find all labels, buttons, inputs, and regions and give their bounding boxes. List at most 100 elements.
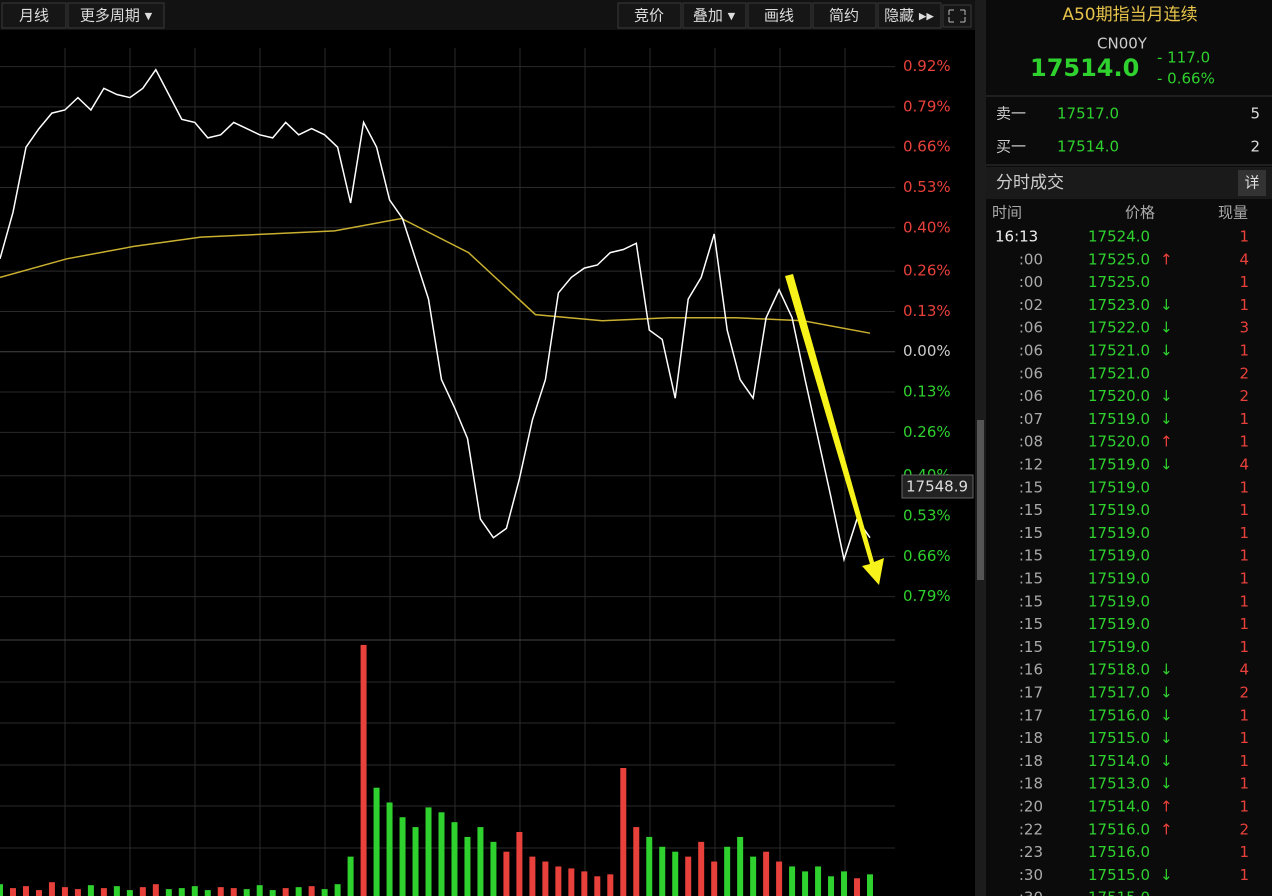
volume-bar — [386, 802, 393, 896]
trade-arrow: ↓ — [1160, 296, 1173, 314]
volume-bar — [347, 856, 354, 896]
volume-bar — [711, 861, 718, 896]
y-tick-label: 0.79% — [903, 97, 951, 115]
trade-arrow: ↓ — [1160, 319, 1173, 337]
toolbar-button[interactable] — [812, 2, 877, 29]
volume-bar — [594, 876, 601, 896]
volume-bar — [698, 841, 705, 896]
trade-volume: 4 — [1239, 456, 1249, 474]
volume-bar — [0, 884, 3, 896]
trade-price: 17515.0 — [1088, 866, 1150, 884]
toolbar-button[interactable] — [682, 2, 747, 29]
trade-time: :00 — [1019, 273, 1043, 291]
toolbar-button[interactable] — [747, 2, 812, 29]
volume-bar — [204, 890, 211, 896]
annotation-arrow — [785, 274, 884, 585]
trade-arrow: ↑ — [1160, 820, 1173, 838]
detail-label: 详 — [1244, 174, 1259, 192]
toolbar-button[interactable] — [67, 2, 165, 29]
volume-bar — [126, 890, 133, 896]
trade-price: 17522.0 — [1088, 319, 1150, 337]
cursor-value: 17548.9 — [906, 478, 968, 496]
volume-bar — [191, 886, 198, 896]
volume-bar — [659, 846, 666, 896]
trade-arrow: ↓ — [1160, 706, 1173, 724]
trade-arrow: ↓ — [1160, 729, 1173, 747]
volume-bar — [685, 856, 692, 896]
toolbar-button[interactable] — [877, 2, 942, 29]
price-change: - 117.0 — [1157, 49, 1210, 67]
trade-time: :15 — [1019, 570, 1043, 588]
volume-bar — [256, 885, 263, 896]
trade-arrow: ↓ — [1160, 775, 1173, 793]
y-tick-label: 0.92% — [903, 57, 951, 75]
col-volume: 现量 — [1218, 204, 1248, 222]
trade-volume: 4 — [1239, 250, 1249, 268]
trade-volume: 1 — [1239, 410, 1249, 428]
book-label: 卖一 — [996, 105, 1026, 123]
trade-time: :17 — [1019, 706, 1043, 724]
volume-bar — [412, 827, 419, 896]
toolbar-label: 画线 — [764, 7, 794, 25]
y-tick-label: 0.13% — [903, 383, 951, 401]
volume-bar — [802, 871, 809, 896]
trade-price: 17515.0 — [1088, 729, 1150, 747]
volume-bar — [620, 768, 627, 896]
y-tick-label: 0.40% — [903, 218, 951, 236]
volume-bar — [165, 889, 172, 896]
volume-bar — [48, 882, 55, 896]
volume-bar — [633, 827, 640, 896]
volume-bar — [529, 856, 536, 896]
price-line — [0, 68, 871, 563]
trade-price: 17519.0 — [1088, 570, 1150, 588]
trade-price: 17517.0 — [1088, 684, 1150, 702]
trade-price: 17519.0 — [1088, 501, 1150, 519]
volume-bar — [438, 812, 445, 896]
trade-arrow: ↓ — [1160, 342, 1173, 360]
trade-time: 16:13 — [995, 228, 1038, 246]
toolbar-button[interactable] — [617, 2, 682, 29]
volume-bar — [503, 851, 510, 896]
toolbar-label: 更多周期 ▾ — [80, 7, 153, 25]
y-tick-label: 0.66% — [903, 138, 951, 156]
trade-time: :15 — [1019, 478, 1043, 496]
fullscreen-button[interactable] — [942, 4, 972, 28]
trade-time: :15 — [1019, 524, 1043, 542]
volume-bar — [178, 888, 185, 896]
scroll-thumb[interactable] — [977, 420, 984, 580]
trade-volume: 1 — [1239, 706, 1249, 724]
trade-price: 17520.0 — [1088, 387, 1150, 405]
trade-volume: 1 — [1239, 342, 1249, 360]
trade-time: :22 — [1019, 820, 1043, 838]
volume-bar — [230, 888, 237, 896]
volume-bar — [282, 888, 289, 896]
trade-price: 17525.0 — [1088, 273, 1150, 291]
volume-bar — [35, 890, 42, 896]
volume-bar — [841, 871, 848, 896]
volume-bar — [360, 644, 367, 896]
trade-price: 17523.0 — [1088, 296, 1150, 314]
trade-price: 17521.0 — [1088, 364, 1150, 382]
detail-button[interactable] — [1238, 170, 1266, 196]
cursor-box — [901, 474, 974, 499]
volume-bar — [295, 887, 302, 896]
toolbar-button[interactable] — [1, 2, 67, 29]
col-price: 价格 — [1125, 204, 1155, 222]
volume-bar — [399, 817, 406, 896]
trade-time: :15 — [1019, 638, 1043, 656]
trades-header-bar — [986, 167, 1272, 199]
y-tick-label: 0.13% — [903, 302, 951, 320]
trade-price: 17519.0 — [1088, 478, 1150, 496]
trade-volume: 4 — [1239, 661, 1249, 679]
book-volume: 5 — [1250, 105, 1260, 123]
trade-arrow: ↓ — [1160, 456, 1173, 474]
volume-bar — [74, 889, 81, 896]
book-price: 17514.0 — [1057, 138, 1119, 156]
volume-bar — [815, 866, 822, 896]
volume-bar — [152, 884, 159, 896]
trade-price: 17524.0 — [1088, 228, 1150, 246]
trade-volume: 1 — [1239, 547, 1249, 565]
volume-bar — [516, 832, 523, 896]
volume-bar — [555, 866, 562, 896]
trade-time: :15 — [1019, 592, 1043, 610]
